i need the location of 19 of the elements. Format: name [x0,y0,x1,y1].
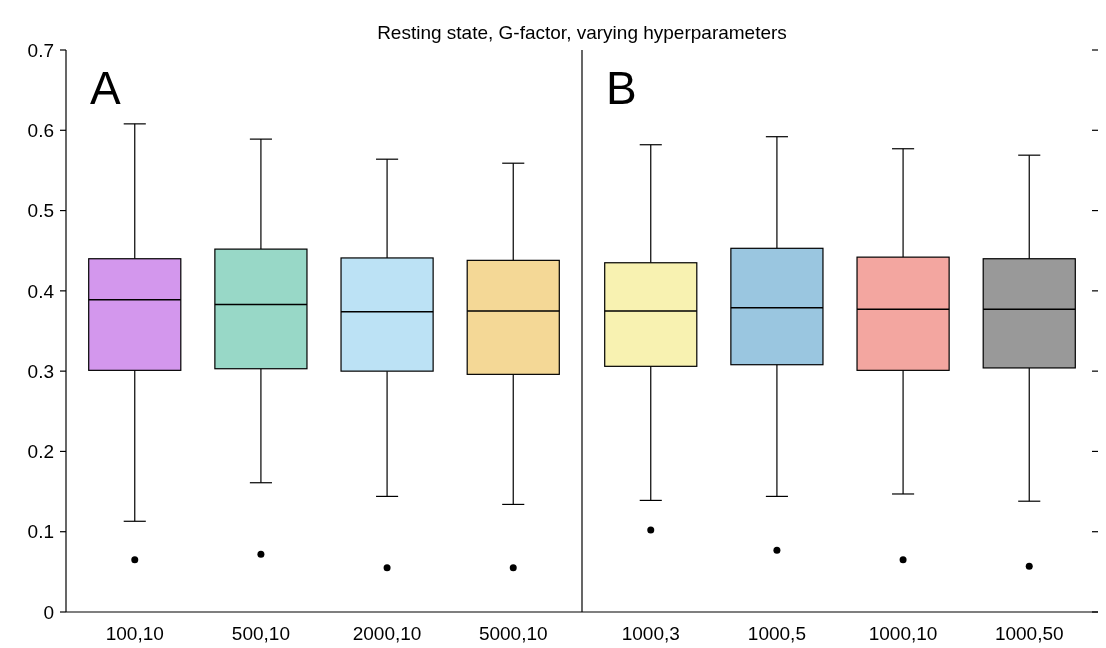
x-tick-label: 2000,10 [352,623,422,644]
x-tick-label: 1000,10 [868,623,938,644]
y-tick-label: 0.5 [27,200,54,222]
x-tick-label: 5000,10 [478,623,548,644]
x-tick-label: 1000,50 [994,623,1064,644]
x-tick-label: 500,10 [231,623,290,644]
y-tick-label: 0.3 [27,360,54,382]
chart-title: Resting state, G-factor, varying hyperparameters [377,22,787,43]
y-tick-label: 0 [43,601,54,623]
y-tick-label: 0.1 [27,521,54,543]
annotation: B [606,62,637,114]
x-tick-label: 100,10 [105,623,164,644]
y-tick-label: 0.6 [27,119,54,141]
y-tick-label: 0.4 [27,280,55,302]
y-tick-label: 0.2 [27,441,54,463]
x-tick-label: 1000,3 [621,623,680,644]
annotation: A [90,62,121,114]
y-tick-label: 0.7 [27,39,54,61]
x-tick-label: 1000,5 [747,623,806,644]
